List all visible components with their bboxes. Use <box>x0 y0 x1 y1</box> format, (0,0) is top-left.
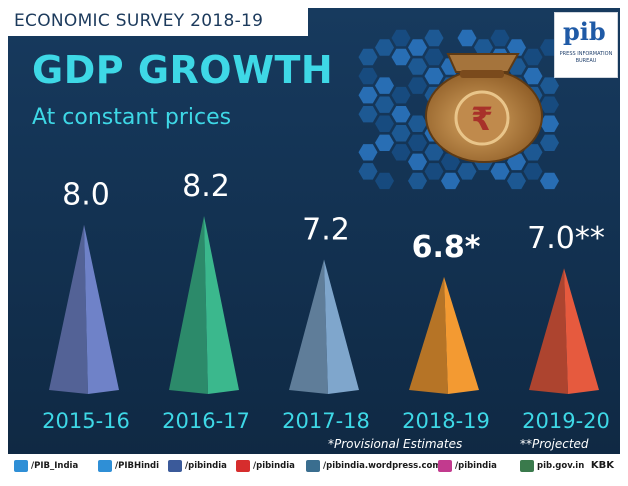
note-provisional: *Provisional Estimates <box>328 437 462 451</box>
value-label: 6.8* <box>412 230 481 265</box>
value-label: 8.2 <box>182 169 230 204</box>
value-label: 8.0 <box>62 178 110 213</box>
category-label: 2016-17 <box>162 409 250 433</box>
social-link[interactable]: pib.gov.in <box>520 460 584 472</box>
wordpress-icon <box>306 460 320 472</box>
svg-text:₹: ₹ <box>471 100 493 138</box>
social-link[interactable]: /PIB_India <box>14 460 78 472</box>
value-label: 7.0** <box>527 221 605 256</box>
credit: KBK <box>590 460 614 471</box>
pyramid-2015-16: 8.0 <box>49 178 119 394</box>
facebook-icon <box>168 460 182 472</box>
globe-icon <box>520 460 534 472</box>
twitter-icon <box>98 460 112 472</box>
social-label: /PIB_India <box>31 461 79 471</box>
instagram-icon <box>438 460 452 472</box>
banner: ECONOMIC SURVEY 2018-19 <box>8 8 308 36</box>
pib-logo-text: PRESS INFORMATION BUREAU <box>559 51 613 64</box>
chart-panel: ₹ 8.0 2015-16 8.2 2016-17 7.2 2017-18 6.8* 2018… <box>8 8 620 480</box>
social-label: /PIBHindi <box>115 461 160 471</box>
category-label: 2019-20 <box>522 409 610 433</box>
footer: /PIB_India/PIBHindi/pibindia/pibindia/pi… <box>8 454 620 480</box>
note-projected: **Projected <box>520 437 589 451</box>
social-link[interactable]: /pibindia <box>438 460 497 472</box>
social-label: pib.gov.in <box>537 461 585 471</box>
pyramid-2019-20: 7.0** <box>527 221 605 394</box>
money-bag-icon: ₹ <box>425 53 543 163</box>
category-label: 2017-18 <box>282 409 370 433</box>
social-link[interactable]: /pibindia <box>236 460 295 472</box>
chart-canvas: ₹ 8.0 2015-16 8.2 2016-17 7.2 2017-18 6.8* 2018… <box>42 29 610 451</box>
banner-text: ECONOMIC SURVEY 2018-19 <box>14 11 264 31</box>
pyramid-2017-18: 7.2 <box>289 213 359 394</box>
pyramid-2018-19: 6.8* <box>409 230 481 394</box>
pyramid-2016-17: 8.2 <box>169 169 239 394</box>
social-label: /pibindia <box>253 461 295 471</box>
twitter-icon <box>14 460 28 472</box>
pib-logo: pib PRESS INFORMATION BUREAU <box>554 12 618 78</box>
social-label: /pibindia.wordpress.com <box>323 461 442 471</box>
chart-title: GDP GROWTH <box>32 48 334 92</box>
youtube-icon <box>236 460 250 472</box>
pib-logo-mark: pib <box>563 17 606 46</box>
social-label: /pibindia <box>185 461 227 471</box>
social-link[interactable]: /pibindia <box>168 460 227 472</box>
social-link[interactable]: /pibindia.wordpress.com <box>306 460 441 472</box>
category-label: 2018-19 <box>402 409 490 433</box>
chart-marks: 8.0 2015-16 8.2 2016-17 7.2 2017-18 6.8* 2018-1… <box>42 169 610 451</box>
category-label: 2015-16 <box>42 409 130 433</box>
social-link[interactable]: /PIBHindi <box>98 460 159 472</box>
value-label: 7.2 <box>302 213 350 248</box>
chart-subtitle: At constant prices <box>32 105 232 130</box>
social-label: /pibindia <box>455 461 497 471</box>
